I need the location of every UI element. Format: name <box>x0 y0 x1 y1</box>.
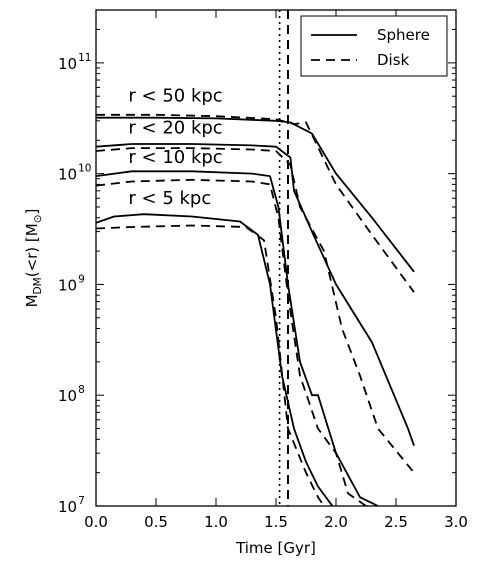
y-tick-label-4: 1011 <box>58 52 91 73</box>
x-tick-label-3: 1.5 <box>264 513 288 531</box>
series-layer <box>96 113 415 506</box>
x-tick-label-1: 0.5 <box>144 513 168 531</box>
annotation-label-0: r < 50 kpc <box>128 85 222 106</box>
annotation-label-1: r < 20 kpc <box>128 118 222 139</box>
x-tick-label-2: 1.0 <box>204 513 228 531</box>
series-line-2 <box>96 143 415 446</box>
legend-box <box>300 15 448 77</box>
x-tick-label-6: 3.0 <box>444 513 468 531</box>
y-tick-label-2: 109 <box>58 273 85 294</box>
y-tick-label-0: 107 <box>58 495 85 516</box>
legend-label-1: Disk <box>377 51 410 69</box>
series-line-0 <box>96 116 415 273</box>
series-line-7 <box>96 224 325 506</box>
vertical-markers <box>278 10 289 506</box>
series-line-6 <box>96 213 334 506</box>
x-axis-label: Time [Gyr] <box>235 539 316 557</box>
plot-background <box>96 10 456 506</box>
legend: Sphere Disk <box>300 15 448 77</box>
annotation-label-2: r < 10 kpc <box>128 147 222 168</box>
x-tick-label-5: 2.5 <box>384 513 408 531</box>
annotations: r < 50 kpc r < 20 kpc r < 10 kpc r < 5 kpc <box>128 85 222 209</box>
y-tick-label-1: 108 <box>58 384 85 405</box>
y-tick-label-3: 1010 <box>58 163 91 184</box>
y-axis-label: MDM(<r) [M⊙] <box>23 209 44 308</box>
series-line-5 <box>96 178 367 506</box>
legend-label-0: Sphere <box>377 26 430 44</box>
x-tick-label-0: 0.0 <box>84 513 108 531</box>
x-axis-ticks: 0.0 0.5 1.0 1.5 2.0 2.5 3.0 <box>84 10 468 531</box>
annotation-label-3: r < 5 kpc <box>128 188 211 209</box>
x-tick-label-4: 2.0 <box>324 513 348 531</box>
series-line-1 <box>96 113 415 293</box>
